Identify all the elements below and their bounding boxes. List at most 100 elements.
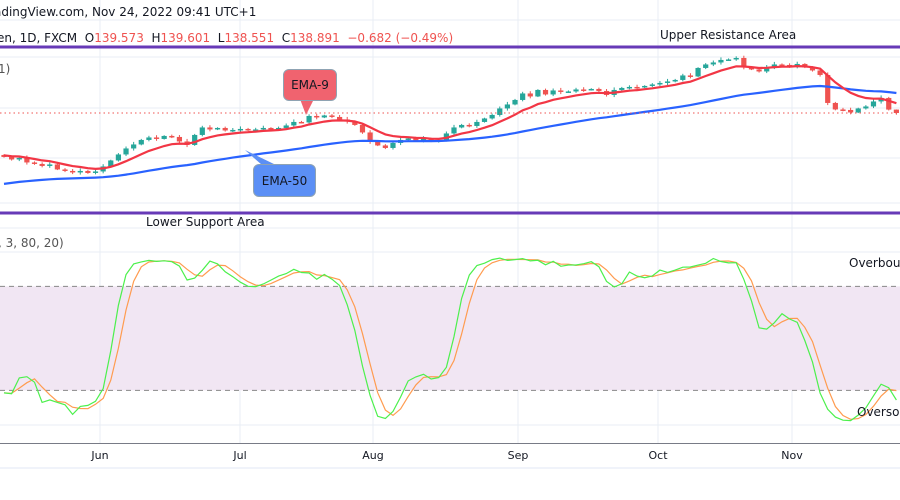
candle-body [115, 154, 122, 161]
candle-body [428, 138, 434, 142]
low-label: L [217, 31, 225, 45]
candle [535, 89, 541, 98]
candle-body [336, 116, 343, 120]
candle-body [626, 86, 633, 89]
candle [451, 124, 457, 136]
candle [520, 91, 526, 102]
candle-body [756, 69, 762, 72]
x-tick-label: Aug [362, 449, 384, 462]
upper-resistance-label: Upper Resistance Area [660, 28, 797, 42]
candle-body [848, 109, 854, 113]
candle [192, 133, 198, 146]
candle-body [268, 127, 274, 130]
candle [840, 107, 846, 112]
overbought-label: Overboug [849, 256, 900, 270]
candle [733, 56, 739, 61]
stochastic-legend[interactable]: , 3, 80, 20) [0, 236, 64, 250]
candle [497, 106, 503, 117]
candle [306, 114, 312, 124]
candle-body [459, 124, 465, 128]
candle [619, 86, 625, 91]
candle-body [275, 127, 282, 130]
candle [54, 163, 60, 171]
candle-body [39, 163, 45, 166]
candle-body [321, 115, 327, 118]
candle-body [352, 121, 358, 125]
candle [314, 113, 320, 120]
candle-body [92, 171, 99, 173]
candle [703, 63, 709, 70]
candle-body [504, 104, 510, 109]
candle-body [565, 91, 572, 93]
candle-body [863, 106, 869, 109]
source-timestamp: adingView.com, Nov 24, 2022 09:41 UTC+1 [0, 5, 257, 19]
candle-body [62, 169, 68, 171]
candle-body [314, 115, 320, 118]
close-value: 138.891 [290, 31, 340, 45]
candle [695, 67, 701, 78]
ohlc-legend: en, 1D, FXCM O139.573 H139.601 L138.551 … [0, 31, 453, 45]
candle-body [176, 136, 183, 142]
candle [687, 73, 694, 79]
candle-body [169, 135, 175, 138]
candle [527, 91, 533, 99]
candle-body [24, 157, 30, 163]
candle-body [855, 108, 861, 113]
x-tick-label: Jun [91, 449, 109, 462]
candle [626, 85, 633, 90]
candle-body [680, 75, 686, 80]
candle-body [199, 127, 205, 135]
stochastic-levels [0, 285, 900, 391]
candle [596, 87, 602, 93]
candle [268, 127, 274, 130]
candle-body [298, 121, 305, 124]
candle-body [718, 59, 724, 63]
candle-body [131, 144, 137, 149]
stochastic-k-line [3, 257, 897, 422]
candle [329, 114, 335, 119]
candle-body [85, 170, 91, 173]
candle-body [77, 170, 83, 173]
candle-body [558, 90, 564, 92]
candle [649, 83, 655, 88]
candle [588, 88, 594, 91]
candle [245, 127, 251, 132]
candle-body [253, 129, 259, 131]
candle [581, 87, 587, 92]
candle-body [31, 162, 38, 164]
candle-body [283, 125, 289, 128]
candle [657, 81, 663, 87]
candle-body [405, 138, 411, 140]
candle-body [138, 139, 144, 145]
x-tick-label: Oct [648, 449, 668, 462]
candle [115, 153, 122, 162]
candle-body [695, 67, 701, 77]
candle-body [306, 115, 312, 123]
high-value: 139.601 [160, 31, 211, 45]
ema-9-callout: EMA-9 [283, 69, 337, 101]
candle-body [809, 67, 816, 71]
candle-body [779, 64, 785, 66]
candle-body [9, 156, 15, 160]
candle-body [687, 75, 694, 77]
candle-body [367, 132, 373, 142]
candle-body [581, 89, 587, 91]
candle [642, 85, 648, 89]
candle [764, 65, 770, 74]
candle-body [192, 134, 198, 145]
candle-body [237, 128, 244, 131]
candle-body [741, 57, 747, 68]
candle-body [520, 93, 526, 100]
candle-body [390, 142, 396, 148]
candle [169, 134, 175, 139]
candle-body [123, 148, 129, 155]
stochastic-d-line [3, 258, 897, 420]
candle [550, 88, 556, 97]
ema-50-callout-pointer [245, 150, 276, 165]
candle-body [817, 70, 823, 75]
ema-indicator-legend[interactable]: 1) [0, 62, 11, 76]
candle-body [771, 64, 777, 67]
symbol-info: en, 1D, FXCM [0, 31, 78, 45]
candle [214, 127, 221, 131]
